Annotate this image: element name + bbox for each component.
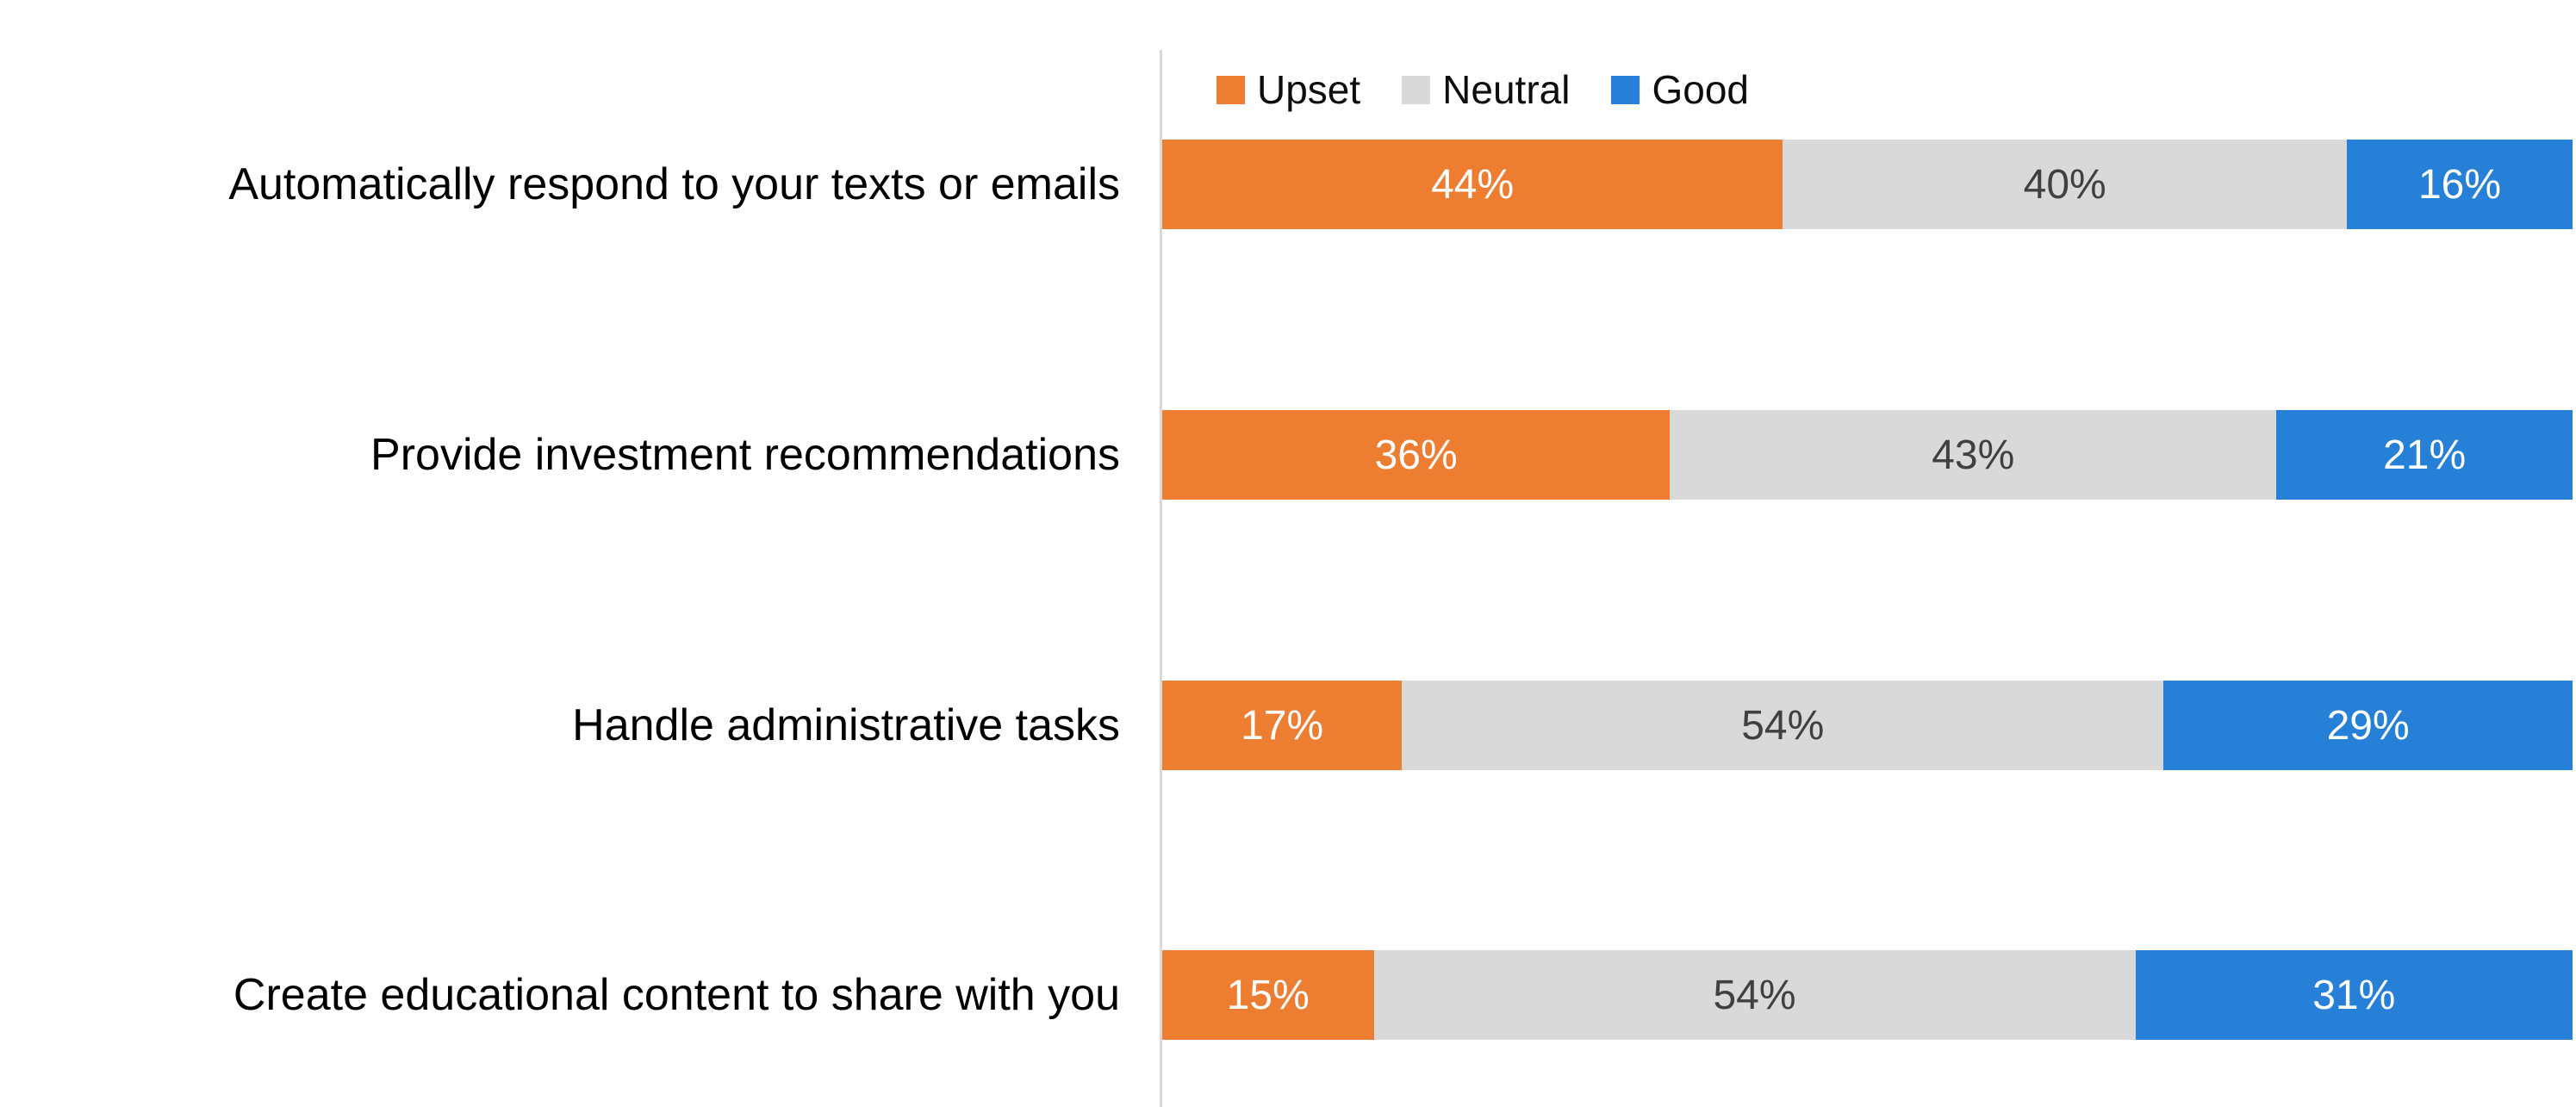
stacked-bar: 17% 54% 29%	[1162, 681, 2573, 770]
legend-swatch-good-icon	[1611, 75, 1640, 104]
bar-segment-neutral: 54%	[1402, 681, 2164, 770]
category-label: Handle administrative tasks	[572, 700, 1120, 750]
bar-segment-neutral: 43%	[1670, 410, 2277, 500]
segment-value-label: 54%	[1741, 702, 1825, 749]
bar-segment-good: 21%	[2276, 410, 2573, 500]
bar-row: Automatically respond to your texts or e…	[0, 140, 2573, 229]
segment-value-label: 16%	[2417, 161, 2502, 208]
bar-segment-upset: 36%	[1162, 410, 1671, 500]
chart-legend: Upset Neutral Good	[1216, 66, 1749, 113]
legend-item-neutral: Neutral	[1402, 66, 1570, 113]
category-label: Provide investment recommendations	[370, 430, 1120, 480]
segment-value-label: 36%	[1374, 432, 1458, 478]
stacked-bar: 15% 54% 31%	[1162, 950, 2573, 1040]
legend-label-upset: Upset	[1257, 67, 1361, 112]
bar-row: Create educational content to share with…	[0, 950, 2573, 1040]
category-axis-line	[1160, 50, 1162, 1107]
segment-value-label: 54%	[1713, 972, 1796, 1018]
segment-value-label: 17%	[1241, 702, 1324, 749]
legend-swatch-upset-icon	[1216, 75, 1245, 104]
legend-item-good: Good	[1611, 66, 1749, 113]
segment-value-label: 43%	[1932, 432, 2015, 478]
stacked-bar: 36% 43% 21%	[1162, 410, 2573, 500]
bar-segment-good: 29%	[2163, 681, 2573, 770]
bar-segment-neutral: 54%	[1373, 950, 2136, 1040]
bar-segment-neutral: 40%	[1783, 140, 2348, 229]
legend-label-good: Good	[1652, 67, 1749, 112]
segment-value-label: 21%	[2383, 432, 2467, 478]
legend-swatch-neutral-icon	[1402, 75, 1431, 104]
bar-segment-upset: 17%	[1162, 681, 1403, 770]
bar-row: Provide investment recommendations 36% 4…	[0, 410, 2573, 500]
bar-row: Handle administrative tasks 17% 54% 29%	[0, 681, 2573, 770]
bar-segment-good: 16%	[2347, 140, 2573, 229]
category-label: Automatically respond to your texts or e…	[228, 159, 1120, 209]
stacked-bar: 44% 40% 16%	[1162, 140, 2573, 229]
segment-value-label: 15%	[1226, 972, 1310, 1018]
segment-value-label: 29%	[2326, 702, 2410, 749]
segment-value-label: 44%	[1431, 161, 1515, 208]
segment-value-label: 31%	[2312, 972, 2396, 1018]
bar-segment-upset: 15%	[1162, 950, 1374, 1040]
bar-segment-upset: 44%	[1162, 140, 1783, 229]
legend-label-neutral: Neutral	[1442, 67, 1571, 112]
bar-segment-good: 31%	[2135, 950, 2573, 1040]
segment-value-label: 40%	[2023, 161, 2106, 208]
category-label: Create educational content to share with…	[233, 970, 1120, 1020]
legend-item-upset: Upset	[1216, 66, 1360, 113]
